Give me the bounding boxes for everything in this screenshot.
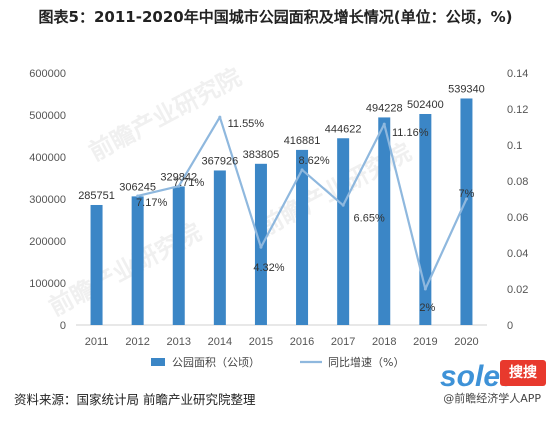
y-right-tick-label: 0.08 <box>507 176 528 188</box>
bar <box>90 204 103 325</box>
bar-value-label: 416881 <box>284 135 321 147</box>
y-left-tick-label: 100000 <box>29 278 66 290</box>
y-left-tick-label: 400000 <box>29 152 66 164</box>
bar <box>460 98 473 325</box>
bar <box>213 170 226 325</box>
growth-label: 4.32% <box>253 262 284 274</box>
growth-label: 11.16% <box>392 127 429 139</box>
growth-label: 6.65% <box>354 212 385 224</box>
bar <box>131 196 144 325</box>
legend-bar-swatch <box>151 358 165 366</box>
bar-value-label: 367926 <box>201 155 238 167</box>
x-tick-label: 2016 <box>290 336 314 348</box>
bar-value-label: 285751 <box>78 190 115 202</box>
y-left-tick-label: 500000 <box>29 110 66 122</box>
bar <box>419 113 432 325</box>
soled-badge: 搜搜 <box>500 360 546 386</box>
x-tick-label: 2018 <box>372 336 396 348</box>
growth-point <box>218 115 222 119</box>
growth-point <box>177 184 181 188</box>
x-tick-label: 2019 <box>413 336 437 348</box>
bar-value-label: 329842 <box>160 171 197 183</box>
growth-point <box>259 245 263 249</box>
x-tick-label: 2011 <box>85 336 109 348</box>
x-tick-label: 2013 <box>167 336 191 348</box>
x-tick-label: 2017 <box>331 336 355 348</box>
bar-value-label: 494228 <box>366 102 403 114</box>
growth-point <box>136 194 140 198</box>
growth-label: 2% <box>419 302 435 314</box>
bar-value-label: 539340 <box>448 83 485 95</box>
x-tick-label: 2012 <box>125 336 149 348</box>
growth-point <box>423 287 427 291</box>
growth-point <box>464 197 468 201</box>
bar-value-label: 306245 <box>119 181 156 193</box>
growth-label: 8.62% <box>298 155 329 167</box>
x-tick-label: 2020 <box>454 336 478 348</box>
growth-label: 7% <box>458 188 474 200</box>
y-right-tick-label: 0.04 <box>507 248 528 260</box>
source-note: 资料来源：国家统计局 前瞻产业研究院整理 <box>14 392 256 407</box>
y-left-tick-label: 0 <box>60 320 66 332</box>
growth-label: 11.55% <box>228 118 265 130</box>
y-right-tick-label: 0.06 <box>507 212 528 224</box>
growth-point <box>382 122 386 126</box>
bar <box>296 149 309 325</box>
y-left-tick-label: 300000 <box>29 194 66 206</box>
y-right-tick-label: 0.14 <box>507 68 528 80</box>
bar <box>337 138 350 325</box>
chart-title: 图表5：2011-2020年中国城市公园面积及增长情况(单位：公顷，%) <box>38 8 513 26</box>
y-right-tick-label: 0.12 <box>507 104 528 116</box>
legend-bar-label: 公园面积（公顷） <box>172 356 260 369</box>
x-tick-label: 2014 <box>208 336 232 348</box>
y-right-tick-label: 0.02 <box>507 284 528 296</box>
legend-line-label: 同比增速（%） <box>328 355 404 369</box>
y-right-tick-label: 0 <box>507 320 513 332</box>
y-left-tick-label: 200000 <box>29 236 66 248</box>
bar-value-label: 444622 <box>325 123 362 135</box>
y-right-tick-label: 0.1 <box>507 140 522 152</box>
growth-point <box>341 203 345 207</box>
bar <box>378 117 391 325</box>
y-left-tick-label: 600000 <box>29 68 66 80</box>
growth-label: 7.17% <box>136 197 167 209</box>
bar-value-label: 383805 <box>243 149 280 161</box>
brand-note: @前瞻经济学人APP <box>443 392 541 405</box>
bar-value-label: 502400 <box>407 99 444 111</box>
growth-point <box>300 168 304 172</box>
bar <box>172 186 185 325</box>
growth-label: 7.71% <box>173 177 204 189</box>
x-tick-label: 2015 <box>249 336 273 348</box>
